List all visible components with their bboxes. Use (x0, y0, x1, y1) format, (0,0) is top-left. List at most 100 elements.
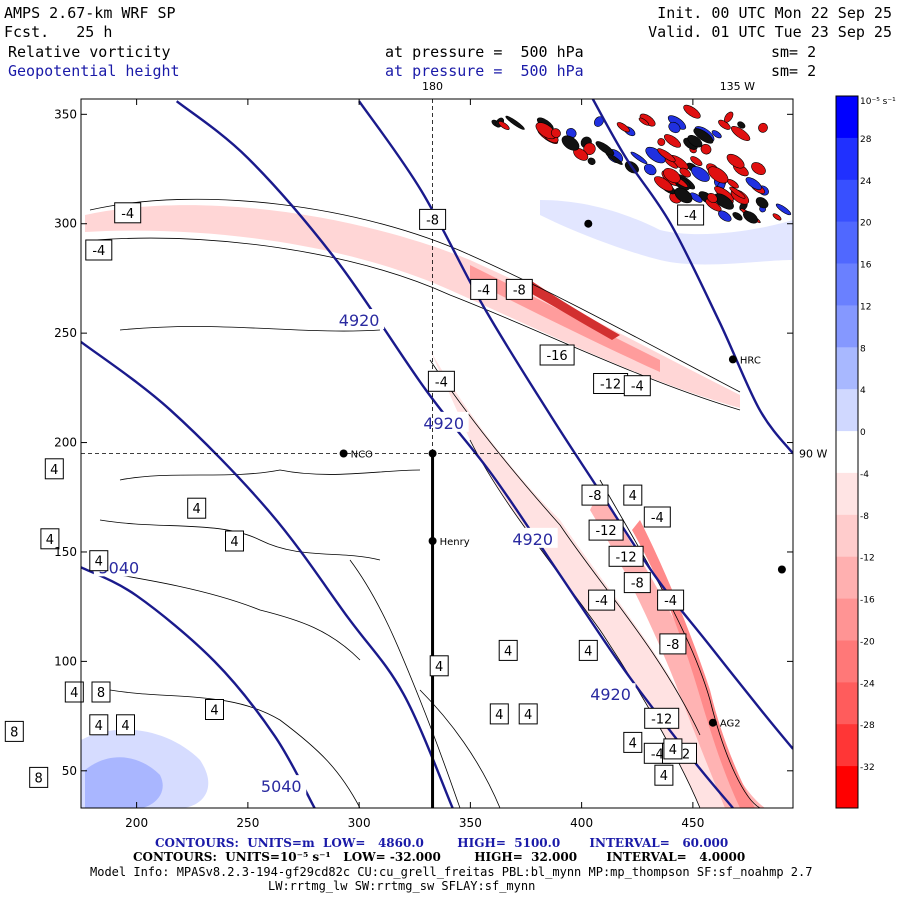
convective-cell (561, 135, 580, 151)
convective-cell (726, 153, 745, 169)
vorticity-label: 4 (121, 719, 129, 734)
colorbar-swatch (836, 472, 858, 516)
colorbar-swatch (836, 431, 858, 474)
vorticity-label-box (44, 458, 64, 480)
convective-cell (718, 210, 732, 222)
station-marker (728, 355, 737, 364)
vorticity-label: -4 (435, 375, 448, 390)
height-contour-label: 4920 (339, 311, 380, 330)
colorbar-swatch (836, 766, 858, 809)
colorbar-swatch (836, 179, 858, 223)
vorticity-label-box (29, 766, 49, 788)
vorticity-contour (119, 326, 381, 332)
vorticity-label: 4 (495, 708, 503, 723)
colorbar-tick-label: -16 (860, 596, 875, 606)
station-label: HRC (740, 355, 761, 366)
height-contour-label: 5040 (98, 558, 139, 577)
model-info: Model Info: MPASv8.2.3-194-gf29cd82c CU:… (90, 865, 813, 879)
convective-cell (550, 128, 561, 138)
vorticity-label-box (623, 484, 643, 506)
vorticity-label: -8 (631, 577, 644, 592)
convective-cell (587, 157, 596, 166)
vorticity-contour (109, 689, 361, 808)
vorticity-label-box (4, 720, 24, 742)
convective-cell (758, 122, 768, 133)
vorticity-label-box (470, 278, 498, 300)
vorticity-label: 4 (46, 533, 54, 548)
colorbar-swatch (836, 514, 858, 558)
y-tick-label: 200 (54, 436, 77, 450)
field1-name: Relative vorticity (8, 43, 171, 61)
vorticity-label: 4 (660, 769, 668, 784)
vorticity-label-box (489, 703, 509, 725)
fcst-value: 25 h (76, 23, 113, 41)
colorbar-tick-label: 0 (860, 428, 866, 438)
station-marker (584, 219, 593, 228)
colorbar: 10⁻⁵ s⁻¹ 28 24 20 16 12 8 4 0 -4 -8 -12 -16 -20 -24 -28… (835, 95, 896, 809)
vorticity-label: 4 (629, 489, 637, 504)
vorticity-label-box (588, 589, 616, 611)
vorticity-contour (89, 569, 361, 661)
vorticity-label-box (429, 655, 449, 677)
colorbar-tick-label: 16 (860, 261, 872, 271)
field2-name: Geopotential height (8, 62, 180, 80)
vorticity-label: 4 (230, 535, 238, 550)
station-marker (708, 718, 717, 727)
vorticity-label: -4 (684, 209, 697, 224)
convective-cell (674, 187, 693, 204)
vorticity-label-box (578, 639, 598, 661)
convective-cell (638, 117, 650, 126)
vorticity-label: 8 (10, 725, 18, 740)
top-longitude-label: 180 (422, 80, 443, 93)
top-longitude-label: 135 W (720, 80, 755, 93)
colorbar-swatch (836, 263, 858, 306)
colorbar-swatch (836, 347, 858, 390)
vorticity-label: -4 (651, 747, 664, 762)
y-tick-label: 250 (54, 326, 77, 340)
height-contour-label: 4920 (423, 414, 464, 433)
right-longitude-label: 90 W (799, 448, 827, 461)
convective-cell (668, 121, 681, 134)
vorticity-contour (99, 519, 381, 561)
model-info-2: LW:rrtmg_lw SW:rrtmg_sw SFLAY:sf_mynn (268, 879, 536, 893)
vorticity-contour (429, 359, 701, 736)
x-tick-label: 250 (236, 816, 259, 830)
vorticity-label: -4 (664, 594, 677, 609)
vorticity-label-box (116, 714, 135, 736)
convective-cell (700, 143, 712, 155)
convective-cell (657, 138, 666, 146)
convective-cell (498, 121, 510, 130)
vorticity-label: 4 (50, 463, 58, 478)
station-marker (428, 449, 437, 458)
colorbar-tick-label: 4 (860, 386, 866, 396)
vorticity-label: -4 (651, 511, 664, 526)
vorticity-label: 4 (70, 686, 78, 701)
vorticity-label: -8 (589, 489, 602, 504)
colorbar-tick-label: 12 (860, 302, 871, 312)
vorticity-label: -16 (546, 349, 567, 364)
colorbar-swatch (836, 724, 858, 767)
x-tick-label: 400 (570, 816, 593, 830)
convective-cell (663, 168, 681, 184)
height-contour-4980 (81, 340, 454, 808)
station-marker (777, 565, 786, 574)
vorticity-contour (89, 198, 741, 393)
plot-frame (80, 98, 794, 809)
colorbar-tick-label: -4 (860, 470, 869, 480)
height-label-bg (507, 527, 558, 548)
vorticity-label: 4 (524, 708, 532, 723)
colorbar-swatch (836, 640, 858, 683)
vorticity-label-box (539, 344, 575, 366)
height-contour-5040 (81, 566, 316, 808)
axes: 200 250 300 350 400 450 50 100 150 200 250 300 350 18… (54, 80, 827, 830)
vorticity-label-box (64, 681, 84, 703)
height-contour-label: 5040 (261, 777, 302, 796)
station-label: NCO (351, 450, 373, 461)
vorticity-label: 4 (629, 736, 637, 751)
convective-cell (751, 162, 766, 176)
model-title: AMPS 2.67-km WRF SP (4, 4, 176, 22)
station-marker (339, 449, 348, 458)
convective-cell (693, 128, 714, 144)
vorticity-label: 4 (669, 743, 677, 758)
